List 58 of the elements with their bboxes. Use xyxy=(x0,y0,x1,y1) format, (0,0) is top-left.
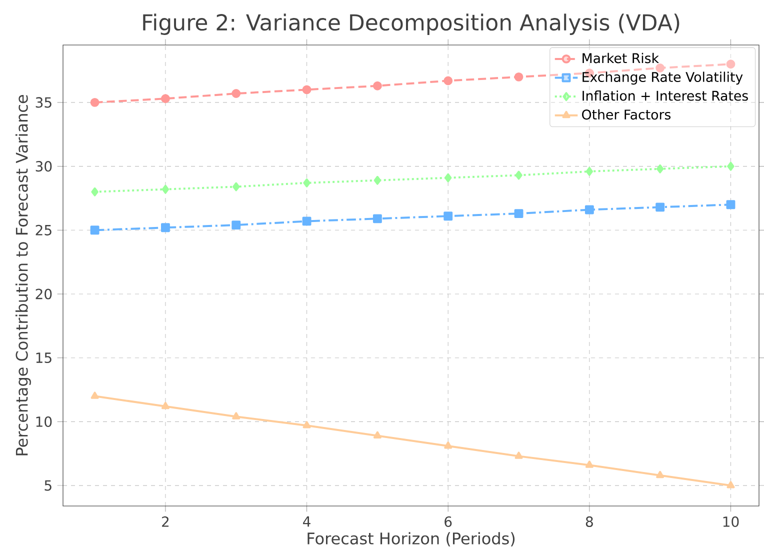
y-tick-label: 35 xyxy=(36,97,52,108)
x-tick-label: 6 xyxy=(444,516,452,527)
point xyxy=(514,209,524,218)
point xyxy=(726,200,736,210)
point xyxy=(656,64,665,72)
x-tick-label: 10 xyxy=(723,516,739,527)
point xyxy=(160,94,170,104)
point xyxy=(727,162,734,171)
point xyxy=(91,187,98,196)
point xyxy=(515,170,522,180)
point xyxy=(656,470,664,478)
point xyxy=(232,182,240,192)
x-axis-title: Forecast Horizon (Periods) xyxy=(308,532,515,546)
x-tick-label: 4 xyxy=(303,516,310,527)
point xyxy=(514,452,523,459)
point xyxy=(586,166,594,176)
point xyxy=(90,392,99,399)
y-tick-label: 5 xyxy=(44,480,52,491)
y-tick-label: 10 xyxy=(36,416,52,427)
point xyxy=(232,89,241,98)
point xyxy=(374,176,382,185)
point xyxy=(514,72,524,82)
y-tick-label: 20 xyxy=(36,288,52,300)
point xyxy=(162,184,170,194)
legend-label: Inflation + Interest Rates xyxy=(582,90,748,101)
point xyxy=(161,402,170,410)
point xyxy=(656,202,665,212)
point xyxy=(372,81,382,90)
point xyxy=(90,226,100,235)
y-tick-label: 25 xyxy=(36,224,52,236)
legend-label: Exchange Rate Volatility xyxy=(582,72,743,85)
legend-label: Other Factors xyxy=(582,109,671,120)
x-tick-label: 8 xyxy=(586,516,593,527)
y-tick-label: 15 xyxy=(36,352,52,364)
legend-label: Market Risk xyxy=(582,52,659,64)
point xyxy=(444,212,453,221)
point xyxy=(585,460,594,468)
chart-title: Figure 2: Variance Decomposition Analysis (VDA) xyxy=(143,14,680,35)
point xyxy=(90,98,100,107)
point xyxy=(302,85,312,94)
point xyxy=(656,164,664,174)
point xyxy=(302,216,312,226)
point xyxy=(372,214,382,224)
point xyxy=(303,178,310,188)
point xyxy=(584,205,594,214)
point xyxy=(726,60,736,69)
point xyxy=(444,76,453,86)
x-tick-label: 2 xyxy=(162,516,169,527)
point xyxy=(373,431,382,438)
point xyxy=(726,481,735,488)
y-tick-label: 30 xyxy=(36,161,52,172)
point xyxy=(444,442,452,449)
y-axis-title: Percentage Contribution to Forecast Variance xyxy=(15,95,31,456)
point xyxy=(232,220,241,230)
point xyxy=(232,412,240,420)
point xyxy=(444,173,452,182)
point xyxy=(302,421,311,428)
point xyxy=(160,223,170,232)
